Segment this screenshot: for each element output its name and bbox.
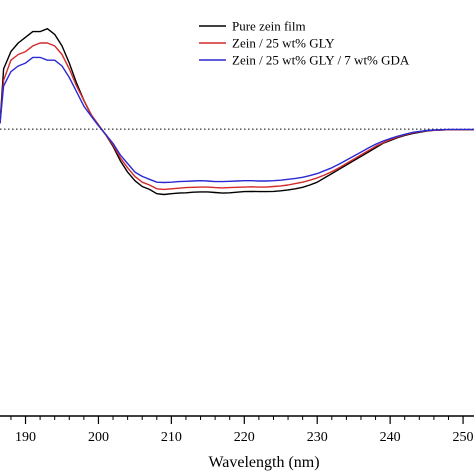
x-axis-title: Wavelength (nm) xyxy=(208,454,319,471)
x-tick-label: 200 xyxy=(88,430,109,445)
series-line-3 xyxy=(0,56,474,184)
x-tick-label: 210 xyxy=(161,430,182,445)
x-tick-label: 250 xyxy=(453,430,474,445)
legend-label-2: Zein / 25 wt% GLY xyxy=(232,36,335,51)
x-tick-label: 220 xyxy=(234,430,255,445)
x-axis-ticks: 190 200 210 220 230 240 250 xyxy=(10,416,474,445)
x-tick-label: 230 xyxy=(307,430,328,445)
series-line-2 xyxy=(0,42,474,191)
x-tick-label: 190 xyxy=(15,430,36,445)
x-tick-label: 240 xyxy=(380,430,401,445)
legend-label-3: Zein / 25 wt% GLY / 7 wt% GDA xyxy=(232,53,410,68)
series-lines xyxy=(0,28,474,196)
legend: Pure zein film Zein / 25 wt% GLY Zein / 25… xyxy=(199,19,410,68)
legend-label-1: Pure zein film xyxy=(232,19,306,34)
